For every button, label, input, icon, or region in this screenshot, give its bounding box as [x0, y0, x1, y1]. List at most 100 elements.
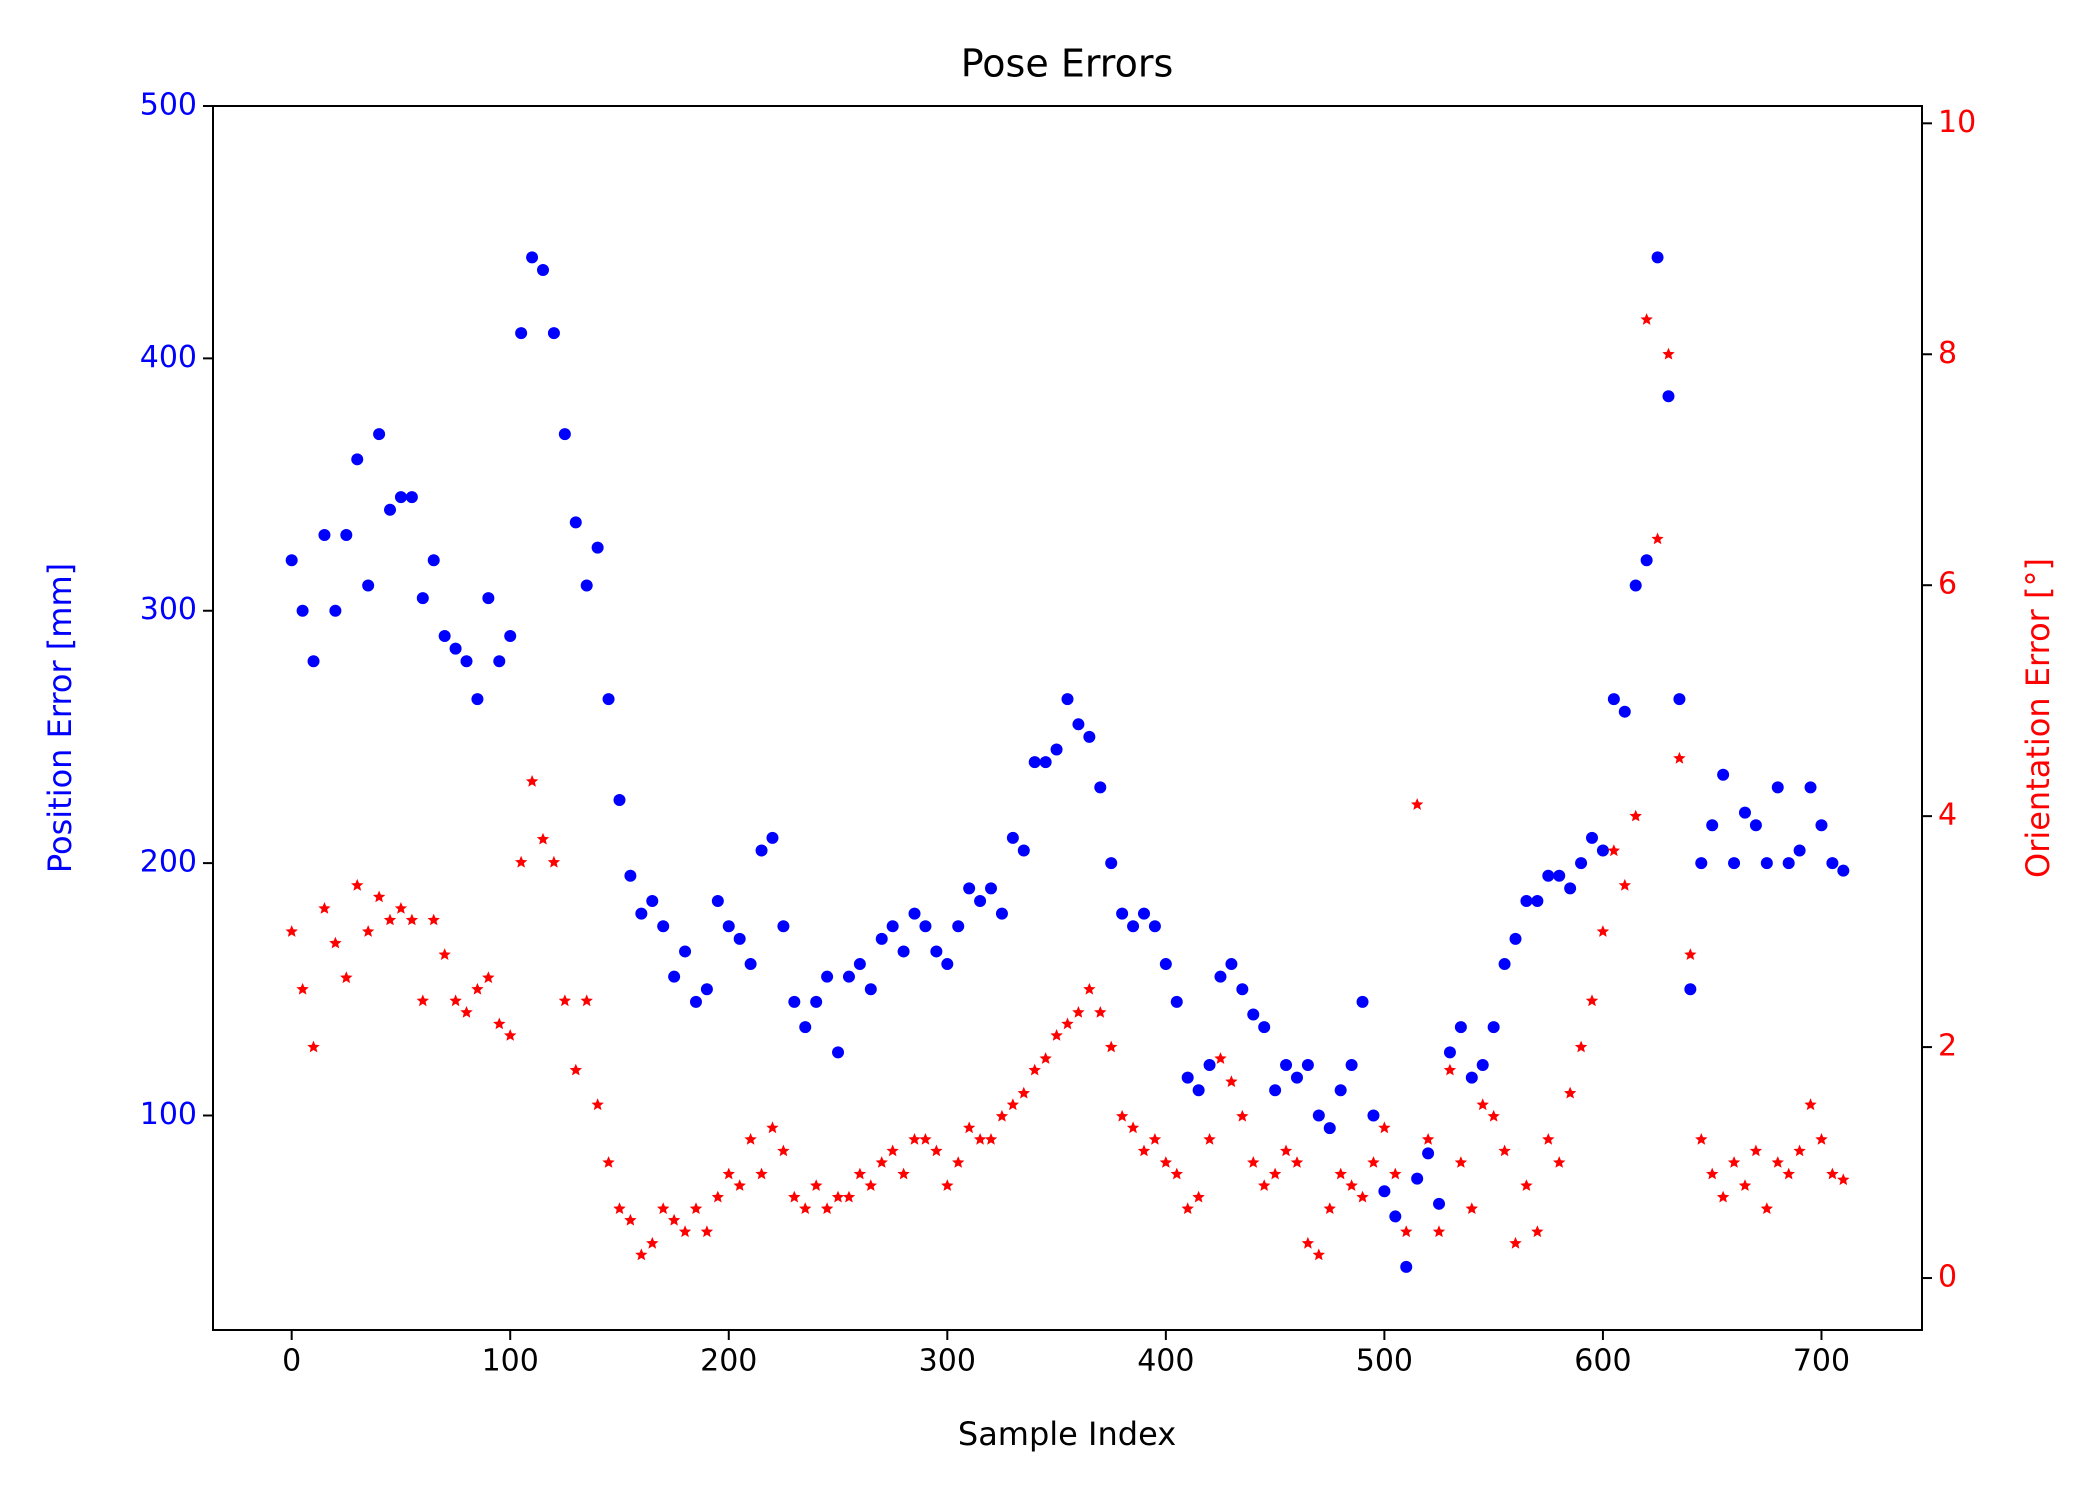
star-point	[1782, 1167, 1795, 1180]
star-point	[547, 855, 561, 868]
point	[1094, 781, 1107, 794]
point	[591, 541, 604, 554]
star-point	[722, 1167, 735, 1180]
point	[1815, 819, 1828, 832]
point	[1607, 693, 1620, 706]
x-tick-label: 700	[1793, 1344, 1850, 1379]
star-point	[919, 1133, 932, 1145]
star-point	[613, 1202, 626, 1214]
point	[1553, 869, 1566, 882]
star-point	[963, 1121, 976, 1134]
x-tick-label: 300	[919, 1344, 976, 1379]
point	[1706, 819, 1719, 832]
point	[799, 1021, 812, 1034]
star-point	[1662, 347, 1675, 360]
point	[646, 894, 659, 907]
point	[504, 629, 517, 642]
y-tick-label: 400	[140, 340, 197, 375]
star-point	[1083, 982, 1096, 995]
point	[1203, 1059, 1216, 1072]
star-point	[1454, 1156, 1468, 1168]
point	[416, 592, 429, 605]
point	[1411, 1172, 1424, 1185]
y2-tick-label: 8	[1938, 336, 1957, 371]
point	[536, 264, 549, 277]
star-point	[1378, 1121, 1391, 1134]
star-point	[1203, 1133, 1216, 1145]
star-point	[1574, 1040, 1588, 1053]
point	[930, 945, 943, 958]
star-point	[777, 1144, 790, 1157]
star-point	[362, 925, 375, 937]
point	[1826, 857, 1839, 870]
point	[1662, 390, 1675, 403]
point	[1280, 1059, 1293, 1072]
point	[1050, 743, 1063, 756]
star-point	[1356, 1190, 1369, 1203]
star-point	[1126, 1121, 1140, 1134]
star-point	[995, 1109, 1009, 1122]
point	[1137, 907, 1150, 920]
star-point	[1793, 1144, 1806, 1157]
star-point	[941, 1179, 954, 1191]
point	[1312, 1109, 1325, 1122]
point	[1334, 1084, 1347, 1097]
point	[766, 831, 779, 844]
point	[307, 655, 320, 668]
point	[1181, 1071, 1194, 1084]
star-point	[1760, 1202, 1773, 1214]
point	[832, 1046, 845, 1059]
point	[1760, 857, 1773, 870]
point	[1749, 819, 1762, 832]
point	[1596, 844, 1609, 857]
star-point	[296, 982, 309, 995]
star-point	[1695, 1133, 1708, 1145]
point	[679, 945, 692, 958]
star-point	[1607, 844, 1620, 857]
point	[1651, 251, 1664, 264]
star-point	[711, 1190, 724, 1203]
point	[711, 894, 724, 907]
star-point	[864, 1179, 877, 1191]
star-point	[1476, 1098, 1489, 1111]
point	[886, 920, 899, 933]
point	[788, 995, 801, 1008]
point	[777, 920, 790, 933]
star-point	[558, 994, 571, 1007]
point	[329, 604, 342, 617]
point	[296, 604, 309, 617]
star-point	[536, 832, 550, 845]
star-point	[1498, 1144, 1511, 1157]
point	[1793, 844, 1806, 857]
star-point	[755, 1167, 768, 1180]
star-point	[1509, 1236, 1522, 1249]
star-point	[1520, 1179, 1533, 1191]
point	[1618, 705, 1631, 718]
point	[941, 958, 954, 971]
star-point	[1312, 1248, 1325, 1261]
x-axis-label: Sample Index	[958, 1415, 1176, 1453]
point	[1247, 1008, 1260, 1021]
star-point	[1564, 1086, 1577, 1099]
star-point	[657, 1202, 670, 1214]
star-point	[1804, 1098, 1817, 1111]
point	[482, 592, 495, 605]
point	[1214, 970, 1227, 983]
star-point	[1367, 1156, 1380, 1168]
star-point	[1673, 751, 1686, 764]
point	[700, 983, 713, 996]
point	[1225, 958, 1238, 971]
point	[1258, 1021, 1271, 1034]
star-point	[394, 902, 408, 914]
point	[1542, 869, 1555, 882]
star-point	[1465, 1202, 1478, 1214]
point	[875, 932, 888, 945]
star-point	[1192, 1190, 1205, 1203]
point	[1072, 718, 1085, 731]
star-point	[569, 1063, 582, 1076]
star-point	[689, 1202, 703, 1214]
point	[1443, 1046, 1456, 1059]
point	[1170, 995, 1183, 1008]
star-point	[1017, 1086, 1030, 1099]
star-point	[285, 925, 298, 937]
